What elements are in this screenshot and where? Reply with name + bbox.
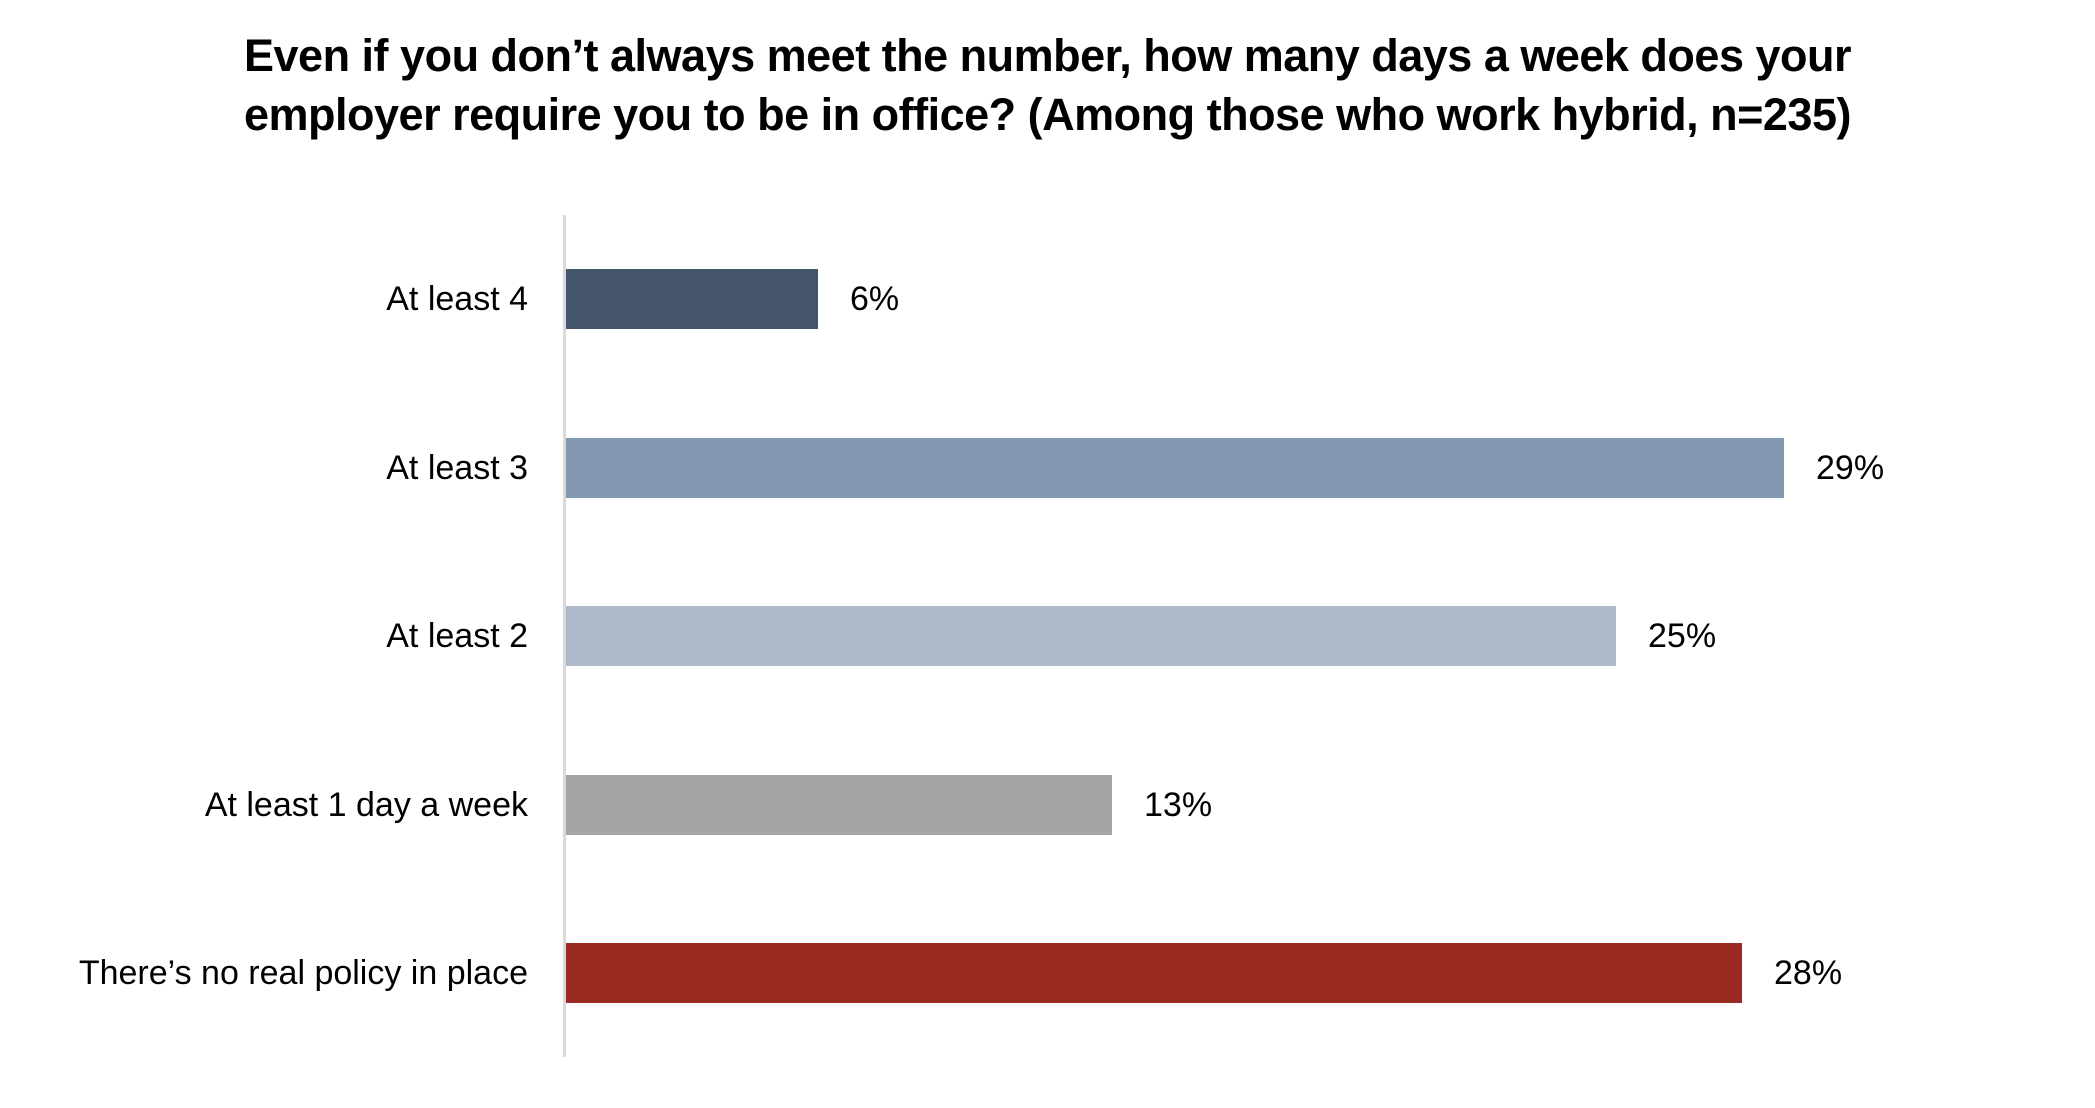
bar (566, 606, 1616, 666)
bar (566, 775, 1112, 835)
value-label: 25% (1648, 616, 1717, 655)
category-label: There’s no real policy in place (78, 953, 528, 992)
category-label: At least 3 (386, 448, 528, 487)
value-label: 29% (1816, 448, 1885, 487)
bar (566, 438, 1784, 498)
category-label: At least 4 (386, 279, 528, 318)
y-axis-line (563, 215, 566, 1057)
chart-title-line-1: Even if you don’t always meet the number… (244, 30, 1851, 81)
category-label: At least 1 day a week (204, 785, 528, 824)
value-label: 28% (1774, 953, 1843, 992)
chart-title: Even if you don’t always meet the number… (0, 26, 2095, 145)
value-label: 13% (1144, 785, 1213, 824)
chart-title-line-2: employer require you to be in office? (A… (244, 89, 1851, 141)
bar (566, 269, 818, 329)
category-label: At least 2 (386, 616, 528, 655)
value-label: 6% (850, 279, 900, 318)
bar (566, 943, 1742, 1003)
